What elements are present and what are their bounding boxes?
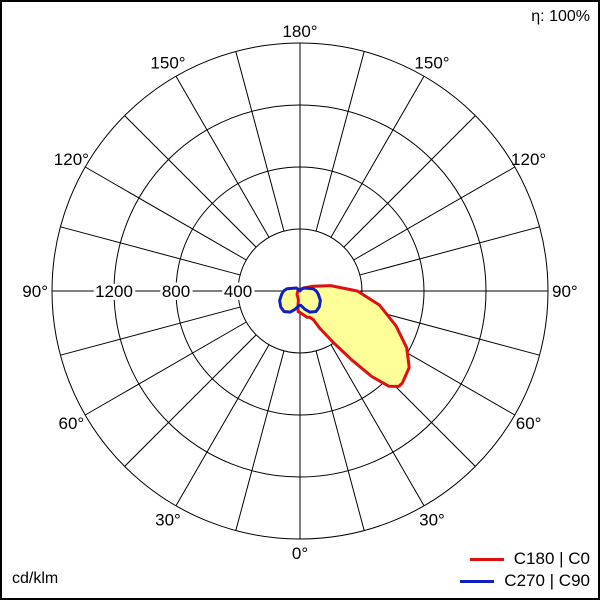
radial-tick-label: 400 [224, 282, 252, 301]
angle-label-right: 60° [516, 414, 542, 433]
angle-label-right: 120° [511, 150, 546, 169]
grid-spoke [60, 306, 241, 356]
legend-swatch-red [469, 557, 504, 561]
grid-spoke [343, 115, 476, 248]
grid-spoke [330, 344, 425, 507]
legend-swatch-blue [460, 579, 495, 583]
grid-ring [237, 228, 363, 354]
angle-label-right: 30° [419, 511, 445, 530]
grid-spoke [175, 75, 270, 238]
angle-label-left: 90° [22, 282, 48, 301]
grid-spoke [84, 166, 247, 261]
grid-ring [113, 104, 487, 478]
series-line-1 [278, 286, 322, 314]
legend-item-c270-c90: C270 | C90 [460, 570, 590, 592]
angle-label-left: 0° [292, 544, 308, 563]
legend: C180 | C0 C270 | C90 [460, 548, 590, 592]
legend-label: C180 | C0 [513, 549, 590, 568]
grid-spoke [60, 226, 241, 276]
angle-label-right: 150° [414, 53, 449, 72]
grid-spoke [124, 334, 257, 467]
grid-spoke [235, 51, 285, 232]
grid-spoke [124, 115, 257, 248]
grid-spoke [359, 226, 540, 276]
radial-tick-label: 1200 [95, 282, 133, 301]
grid-ring [51, 42, 549, 540]
grid-spoke [235, 350, 285, 531]
series-line-0 [295, 284, 411, 388]
grid-spoke [175, 344, 270, 507]
series-fill-1 [279, 288, 321, 313]
angle-label-left: 150° [150, 53, 185, 72]
legend-item-c180-c0: C180 | C0 [460, 548, 590, 570]
efficiency-label: η: 100% [531, 8, 590, 25]
angle-label-left: 180° [282, 22, 317, 41]
grid-spoke [330, 75, 425, 238]
angle-label-left: 120° [54, 150, 89, 169]
legend-label: C270 | C90 [504, 571, 590, 590]
grid-spoke [84, 321, 247, 416]
angle-label-right: 90° [552, 282, 578, 301]
grid-spoke [315, 350, 365, 531]
grid-spoke [353, 166, 516, 261]
radial-tick-label: 800 [162, 282, 190, 301]
grid-spoke [359, 306, 540, 356]
series-fill-0 [297, 285, 410, 387]
grid-ring [175, 166, 425, 416]
angle-label-left: 30° [155, 511, 181, 530]
angle-label-left: 60° [59, 414, 85, 433]
grid-spoke [315, 51, 365, 232]
unit-label: cd/klm [12, 570, 59, 587]
